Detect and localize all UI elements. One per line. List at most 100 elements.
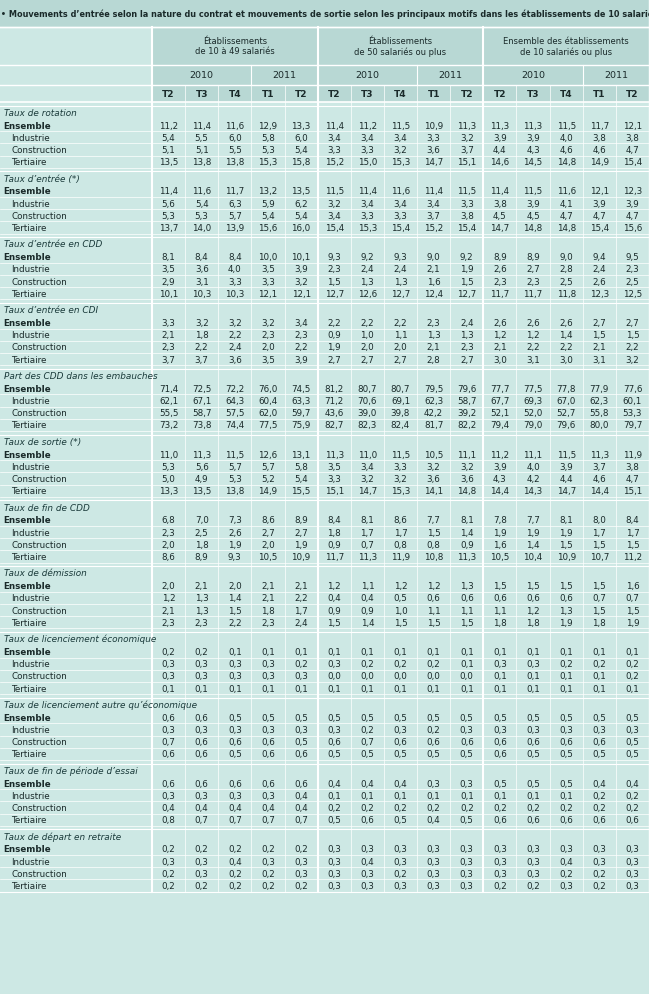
Text: 0,2: 0,2 [427,803,441,812]
Text: 0,1: 0,1 [493,684,507,693]
Text: 0,1: 0,1 [228,684,241,693]
Text: Ensemble: Ensemble [3,121,51,130]
Text: 0,0: 0,0 [360,672,374,681]
Text: 67,7: 67,7 [490,397,509,406]
Text: Construction: Construction [11,146,67,155]
Text: 0,3: 0,3 [493,869,507,878]
Text: 13,8: 13,8 [225,487,245,496]
Text: 0,3: 0,3 [360,869,374,878]
Text: 14,4: 14,4 [491,487,509,496]
Bar [317,28,484,66]
Text: 0,1: 0,1 [294,684,308,693]
Text: 74,4: 74,4 [225,421,245,430]
Text: 0,3: 0,3 [162,672,175,681]
Text: 0,6: 0,6 [493,593,507,602]
Text: 5,8: 5,8 [261,133,275,143]
Text: 14,1: 14,1 [424,487,443,496]
Text: 11,2: 11,2 [491,450,509,459]
Text: 0,2: 0,2 [593,803,606,812]
Text: 0,6: 0,6 [493,749,507,758]
Text: 0,3: 0,3 [626,845,639,854]
Text: Taux de démission: Taux de démission [4,569,87,578]
Text: 11,3: 11,3 [324,450,344,459]
Text: 0,3: 0,3 [195,672,208,681]
Bar [0,172,649,186]
Text: Taux de fin de CDD: Taux de fin de CDD [4,503,90,512]
Text: 3,8: 3,8 [626,133,639,143]
Text: 10,5: 10,5 [258,553,278,562]
Text: 77,7: 77,7 [490,385,509,394]
Text: Construction: Construction [11,277,67,286]
Text: 0,4: 0,4 [360,779,374,788]
Text: Ensemble: Ensemble [3,713,51,722]
Text: 0,3: 0,3 [526,857,540,866]
Text: 4,0: 4,0 [526,462,540,471]
Text: 15,4: 15,4 [623,158,642,167]
Text: 15,4: 15,4 [457,224,476,233]
Text: 3,1: 3,1 [593,355,606,364]
Text: 1,7: 1,7 [360,528,374,537]
Text: 0,4: 0,4 [559,857,573,866]
Text: 0,1: 0,1 [327,684,341,693]
Text: 3,1: 3,1 [195,277,208,286]
Text: 1,5: 1,5 [559,581,573,590]
Text: 12,6: 12,6 [358,289,377,298]
Text: 0,2: 0,2 [261,869,275,878]
Text: 3,6: 3,6 [195,265,208,274]
Text: 80,7: 80,7 [358,385,377,394]
Text: 76,0: 76,0 [258,385,278,394]
Text: 1,8: 1,8 [493,618,507,627]
Text: 2010: 2010 [521,72,545,81]
Text: 2,7: 2,7 [327,355,341,364]
Text: 4,3: 4,3 [526,146,540,155]
Text: 13,5: 13,5 [291,187,311,196]
Text: Ensemble: Ensemble [3,581,51,590]
Text: 8,0: 8,0 [593,516,606,525]
Text: 0,6: 0,6 [327,738,341,746]
Text: 1,1: 1,1 [493,606,507,615]
Text: 11,2: 11,2 [159,121,178,130]
Text: 0,8: 0,8 [393,541,408,550]
Text: 14,9: 14,9 [590,158,609,167]
Text: 3,3: 3,3 [393,462,408,471]
Text: 3,9: 3,9 [294,355,308,364]
Text: 2,7: 2,7 [360,355,374,364]
Text: 2,1: 2,1 [593,343,606,352]
Text: 0,4: 0,4 [294,791,308,800]
Text: 0,3: 0,3 [261,672,275,681]
Text: 11,3: 11,3 [590,450,609,459]
Text: 10,4: 10,4 [523,553,543,562]
Text: 2,3: 2,3 [261,618,275,627]
Text: 3,3: 3,3 [393,212,408,221]
Text: 4,7: 4,7 [593,212,606,221]
Text: 11,9: 11,9 [391,553,410,562]
Text: 0,5: 0,5 [360,749,374,758]
Text: 0,6: 0,6 [162,779,175,788]
Text: 3,2: 3,2 [460,133,474,143]
Text: 0,7: 0,7 [162,738,175,746]
Text: 3,4: 3,4 [327,133,341,143]
Text: 1,9: 1,9 [559,618,573,627]
Text: 0,5: 0,5 [327,815,341,824]
Text: 9,5: 9,5 [626,252,639,262]
Text: 0,6: 0,6 [261,738,275,746]
Text: T4: T4 [228,89,241,98]
Text: 0,6: 0,6 [427,738,441,746]
Text: 1,2: 1,2 [493,331,507,340]
Text: 0,3: 0,3 [626,881,639,890]
Text: 5,0: 5,0 [162,474,175,483]
Text: 1,5: 1,5 [593,541,606,550]
Text: 0,5: 0,5 [393,815,408,824]
Text: 6,0: 6,0 [294,133,308,143]
Text: 5,5: 5,5 [195,133,208,143]
Text: 57,5: 57,5 [225,409,245,417]
Text: 7,7: 7,7 [426,516,441,525]
Text: 0,5: 0,5 [294,738,308,746]
Text: 77,6: 77,6 [623,385,642,394]
Text: 0,4: 0,4 [294,803,308,812]
Text: 62,1: 62,1 [159,397,178,406]
Text: T3: T3 [527,89,539,98]
Text: Ensemble: Ensemble [3,516,51,525]
Text: 1,3: 1,3 [559,606,573,615]
Text: 79,4: 79,4 [490,421,509,430]
